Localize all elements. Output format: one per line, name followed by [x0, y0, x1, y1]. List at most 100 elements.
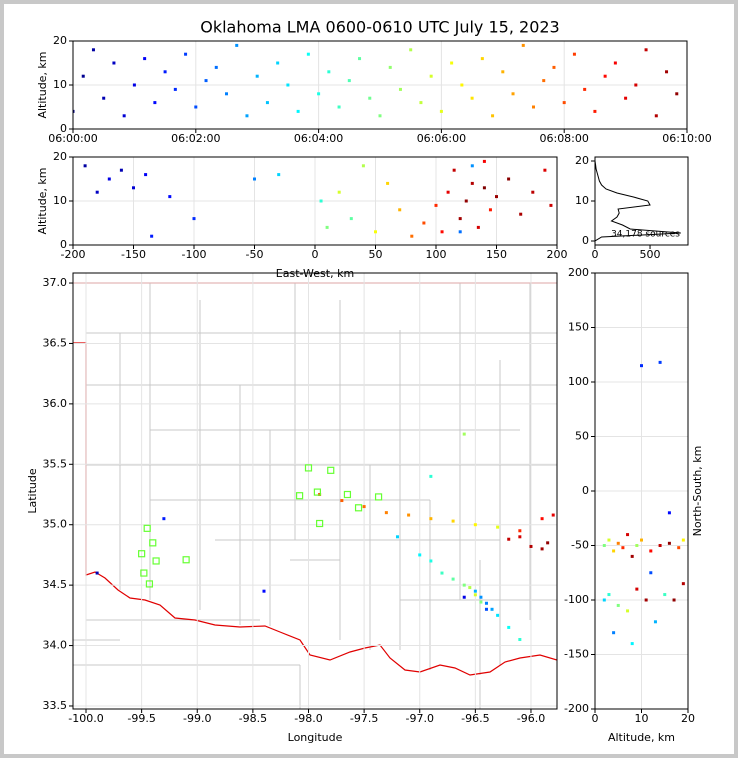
figure-title: Oklahoma LMA 0600-0610 UTC July 15, 2023 — [200, 18, 559, 37]
source-point — [214, 65, 218, 69]
x-tick-label: 06:00:00 — [48, 132, 97, 145]
y-tick-label: 35.5 — [43, 457, 68, 470]
source-point — [102, 96, 106, 100]
source-point — [634, 83, 638, 87]
station — [327, 466, 335, 474]
source-point — [112, 61, 116, 65]
source-point — [491, 114, 495, 118]
source-point — [518, 529, 522, 533]
source-point — [626, 609, 630, 613]
station — [374, 493, 383, 501]
y-tick-label: -200 — [564, 702, 589, 715]
x-tick-label: 200 — [547, 248, 568, 261]
source-point — [613, 61, 617, 65]
source-point — [482, 186, 486, 190]
source-point — [476, 225, 480, 229]
source-point — [337, 105, 341, 109]
source-point — [386, 181, 390, 185]
axes-frame — [72, 156, 558, 246]
source-point — [143, 57, 147, 61]
x-tick-label: 100 — [426, 248, 447, 261]
source-point — [473, 523, 477, 527]
source-point — [658, 544, 662, 547]
source-point — [473, 589, 477, 593]
source-point — [286, 83, 290, 87]
source-point — [245, 114, 249, 118]
source-point — [649, 549, 653, 553]
source-point — [440, 571, 444, 575]
source-point — [262, 589, 266, 593]
station — [313, 488, 321, 496]
source-point — [490, 607, 494, 611]
county-lines — [86, 283, 557, 675]
source-point — [317, 92, 321, 96]
source-point — [429, 517, 433, 521]
source-point — [368, 96, 372, 100]
source-point — [409, 48, 413, 52]
source-point — [667, 511, 671, 515]
source-point — [462, 595, 466, 599]
source-point — [501, 70, 505, 74]
source-point — [429, 474, 433, 478]
source-point — [484, 607, 488, 611]
source-point — [434, 203, 438, 207]
source-point — [640, 364, 643, 368]
y-tick-label: 36.5 — [43, 336, 68, 349]
source-point — [388, 65, 392, 69]
source-point — [665, 70, 669, 74]
source-point — [422, 221, 426, 225]
x-tick-label: -98.5 — [239, 712, 267, 725]
y-tick-label: 20 — [575, 154, 589, 167]
x-tick-label: 150 — [486, 248, 507, 261]
annotation: 34,178 sources — [611, 230, 680, 240]
station — [343, 490, 352, 499]
source-point — [654, 114, 658, 118]
y-tick-label: 200 — [568, 266, 589, 279]
source-point — [602, 544, 606, 547]
source-point — [119, 168, 123, 172]
x-tick-label: 0 — [592, 248, 599, 261]
x-tick-label: 06:10:00 — [662, 132, 711, 145]
source-point — [378, 114, 382, 118]
marks — [73, 43, 679, 118]
y-axis-label: North-South, km — [691, 446, 704, 537]
source-point — [361, 164, 365, 168]
x-tick-label: -97.0 — [405, 712, 433, 725]
x-tick-label: 06:04:00 — [294, 132, 343, 145]
source-point — [468, 586, 472, 590]
source-point — [407, 513, 411, 517]
source-point — [518, 535, 522, 539]
source-point — [235, 43, 239, 47]
source-point — [398, 87, 402, 91]
axes-frame — [594, 272, 689, 710]
source-point — [362, 505, 366, 509]
source-point — [349, 217, 353, 221]
x-tick-label: -100 — [182, 248, 207, 261]
source-point — [630, 642, 634, 646]
station — [145, 580, 154, 588]
source-point — [470, 96, 474, 100]
source-point — [470, 181, 474, 185]
source-point — [549, 203, 553, 207]
source-point — [462, 583, 466, 587]
y-tick-label: 20 — [53, 150, 67, 163]
source-point — [644, 598, 648, 602]
y-tick-label: -150 — [564, 648, 589, 661]
x-axis-label: Longitude — [288, 731, 343, 744]
source-point — [616, 603, 620, 607]
source-point — [296, 109, 300, 113]
source-point — [204, 79, 208, 83]
station — [354, 504, 363, 512]
source-point — [132, 83, 136, 87]
source-point — [507, 177, 511, 181]
source-point — [635, 587, 639, 591]
source-point — [450, 61, 454, 65]
marks — [602, 360, 685, 646]
source-point — [440, 230, 444, 234]
x-tick-label: -96.0 — [517, 712, 545, 725]
source-point — [173, 87, 177, 91]
marks — [95, 432, 555, 642]
source-point — [473, 593, 477, 597]
source-point — [663, 593, 667, 597]
